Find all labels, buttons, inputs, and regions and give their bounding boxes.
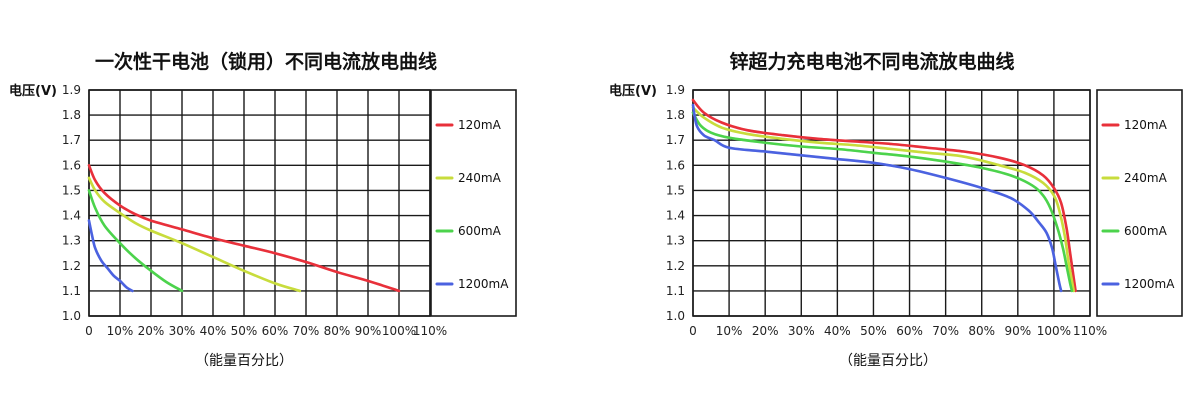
x-tick-label: 100%: [382, 324, 416, 338]
series-line-600mA: [87, 189, 184, 293]
x-tick-label: 70%: [293, 324, 320, 338]
x-tick-label: 80%: [324, 324, 351, 338]
legend: 120mA 240mA 600mA 1200mA: [1096, 89, 1183, 317]
legend-label: 240mA: [1124, 171, 1168, 185]
series-line-120mA: [691, 98, 1077, 293]
y-tick-label: 1.5: [62, 183, 81, 197]
x-tick-label: 0: [85, 324, 93, 338]
discharge-chart-rechargeable: 锌超力充电电池不同电流放电曲线 电压(V) （能量百分比） 0 10% 20% 30%…: [609, 50, 1183, 369]
x-tick-label: 50%: [231, 324, 258, 338]
y-tick-label: 1.8: [62, 108, 81, 122]
x-tick-label: 110%: [1073, 324, 1107, 338]
y-tick-label: 1.2: [62, 259, 81, 273]
y-tick-label: 1.3: [62, 234, 81, 248]
y-tick-label: 1.9: [666, 83, 685, 97]
series-line-1200mA: [87, 219, 134, 293]
y-tick-label: 1.3: [666, 234, 685, 248]
y-tick-label: 1.7: [62, 133, 81, 147]
legend-label: 120mA: [1124, 118, 1168, 132]
x-tick-label: 90%: [355, 324, 382, 338]
x-tick-label: 20%: [138, 324, 165, 338]
x-tick-label: 40%: [824, 324, 851, 338]
grid-lines: [692, 89, 1091, 317]
y-tick-label: 1.7: [666, 133, 685, 147]
y-tick-label: 1.4: [62, 209, 81, 223]
legend-label: 120mA: [458, 118, 502, 132]
chart-title: 锌超力充电电池不同电流放电曲线: [729, 50, 1014, 73]
plot-frame: [692, 89, 1091, 317]
x-tick-label: 100%: [1037, 324, 1071, 338]
x-axis-label: （能量百分比）: [839, 353, 937, 369]
discharge-chart-primary: 一次性干电池（锁用）不同电流放电曲线 电压(V) （能量百分比） 0 10% 20%…: [9, 50, 517, 369]
y-tick-label: 1.0: [666, 309, 685, 323]
chart-title: 一次性干电池（锁用）不同电流放电曲线: [95, 50, 437, 73]
x-tick-label: 10%: [716, 324, 743, 338]
series-line-1200mA: [691, 103, 1063, 293]
y-tick-label: 1.6: [666, 158, 685, 172]
series-line-600mA: [691, 111, 1074, 293]
x-tick-label: 40%: [200, 324, 227, 338]
legend-box: [430, 89, 517, 317]
y-axis-label: 电压(V): [609, 83, 657, 99]
x-tick-label: 50%: [860, 324, 887, 338]
x-tick-label: 30%: [788, 324, 815, 338]
series-line-120mA: [87, 164, 401, 293]
y-tick-label: 1.4: [666, 209, 685, 223]
legend: 120mA 240mA 600mA 1200mA: [430, 89, 517, 317]
y-tick-label: 1.2: [666, 259, 685, 273]
y-axis-label: 电压(V): [9, 83, 57, 99]
y-tick-label: 1.1: [666, 284, 685, 298]
x-tick-label: 70%: [932, 324, 959, 338]
legend-label: 1200mA: [458, 277, 509, 291]
series-line-240mA: [87, 176, 302, 293]
legend-label: 600mA: [458, 224, 502, 238]
x-tick-label: 110%: [413, 324, 447, 338]
x-tick-label: 80%: [968, 324, 995, 338]
legend-label: 1200mA: [1124, 277, 1175, 291]
x-tick-label: 20%: [752, 324, 779, 338]
y-tick-label: 1.8: [666, 108, 685, 122]
x-tick-label: 60%: [896, 324, 923, 338]
x-tick-label: 10%: [107, 324, 134, 338]
series-line-240mA: [691, 106, 1076, 293]
series-line-glow: [87, 219, 134, 293]
y-tick-label: 1.6: [62, 158, 81, 172]
legend-label: 240mA: [458, 171, 502, 185]
y-tick-label: 1.9: [62, 83, 81, 97]
plot-frame: [88, 89, 431, 317]
x-tick-label: 60%: [262, 324, 289, 338]
grid-lines: [88, 89, 431, 317]
y-tick-label: 1.1: [62, 284, 81, 298]
x-tick-label: 30%: [169, 324, 196, 338]
x-tick-label: 0: [689, 324, 697, 338]
x-tick-label: 90%: [1004, 324, 1031, 338]
legend-box: [1096, 89, 1183, 317]
legend-label: 600mA: [1124, 224, 1168, 238]
y-tick-label: 1.0: [62, 309, 81, 323]
x-axis-label: （能量百分比）: [195, 353, 293, 369]
y-tick-label: 1.5: [666, 183, 685, 197]
